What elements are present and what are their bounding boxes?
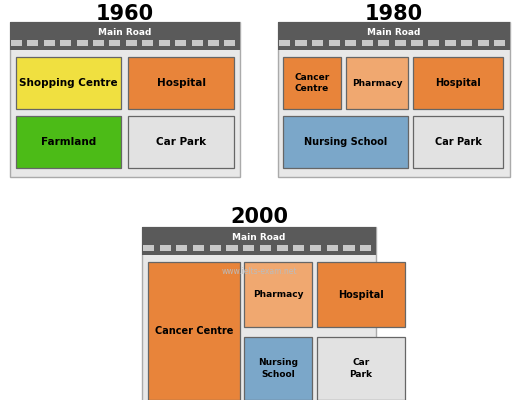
Bar [142,227,376,400]
Bar [210,245,221,251]
Bar [142,227,376,255]
Bar [413,57,503,109]
Text: Nursing
School: Nursing School [258,358,298,378]
Bar [16,116,121,168]
Text: Pharmacy: Pharmacy [352,78,402,88]
Text: Hospital: Hospital [435,78,481,88]
Text: Nursing School: Nursing School [304,137,387,147]
Bar [345,40,356,46]
Bar [445,40,456,46]
Bar [278,22,510,50]
Text: Hospital: Hospital [157,78,205,88]
Bar [317,337,405,400]
Text: Main Road: Main Road [232,233,285,242]
Bar [244,337,312,400]
Bar [159,40,170,46]
Text: Car
Park: Car Park [349,358,372,378]
Bar [10,22,240,177]
Text: Cancer Centre: Cancer Centre [155,326,233,336]
Text: 2000: 2000 [230,207,288,227]
Bar [10,22,240,50]
Bar [378,40,389,46]
Text: Farmland: Farmland [41,137,96,147]
Bar [109,40,121,46]
Bar [428,40,439,46]
Bar [277,245,288,251]
Text: Car Park: Car Park [435,137,482,147]
Bar [27,40,38,46]
Bar [225,40,236,46]
Bar [343,245,355,251]
Bar [126,40,137,46]
Bar [279,40,290,46]
Text: Hospital: Hospital [338,290,384,300]
Bar [176,245,188,251]
Text: Main Road: Main Road [367,28,421,37]
Bar [295,40,306,46]
Bar [11,40,22,46]
Text: Pharmacy: Pharmacy [253,290,303,299]
Bar [148,262,240,400]
Bar [278,22,510,177]
Bar [283,116,408,168]
Text: Shopping Centre: Shopping Centre [19,78,118,88]
Bar [312,40,323,46]
Bar [60,40,71,46]
Bar [360,245,371,251]
Text: Car Park: Car Park [156,137,206,147]
Bar [143,245,154,251]
Bar [76,40,87,46]
Bar [44,40,55,46]
Bar [362,40,373,46]
Bar [244,262,312,327]
Bar [346,57,408,109]
Bar [411,40,423,46]
Bar [226,245,238,251]
Bar [243,245,254,251]
Bar [310,245,321,251]
Bar [260,245,271,251]
Text: Cancer
Centre: Cancer Centre [294,73,330,93]
Bar [208,40,219,46]
Bar [128,116,234,168]
Bar [317,262,405,327]
Text: Main Road: Main Road [98,28,152,37]
Bar [329,40,340,46]
Bar [142,40,153,46]
Bar [293,245,305,251]
Text: 1980: 1980 [365,4,423,24]
Bar [191,40,203,46]
Bar [93,40,104,46]
Bar [494,40,505,46]
Bar [478,40,489,46]
Bar [413,116,503,168]
Text: 1960: 1960 [96,4,154,24]
Bar [283,57,341,109]
Bar [193,245,204,251]
Bar [16,57,121,109]
Bar [395,40,406,46]
Bar [461,40,472,46]
Bar [160,245,171,251]
Bar [327,245,338,251]
Text: www.ielts-exam.net: www.ielts-exam.net [221,266,297,276]
Bar [128,57,234,109]
Bar [175,40,186,46]
